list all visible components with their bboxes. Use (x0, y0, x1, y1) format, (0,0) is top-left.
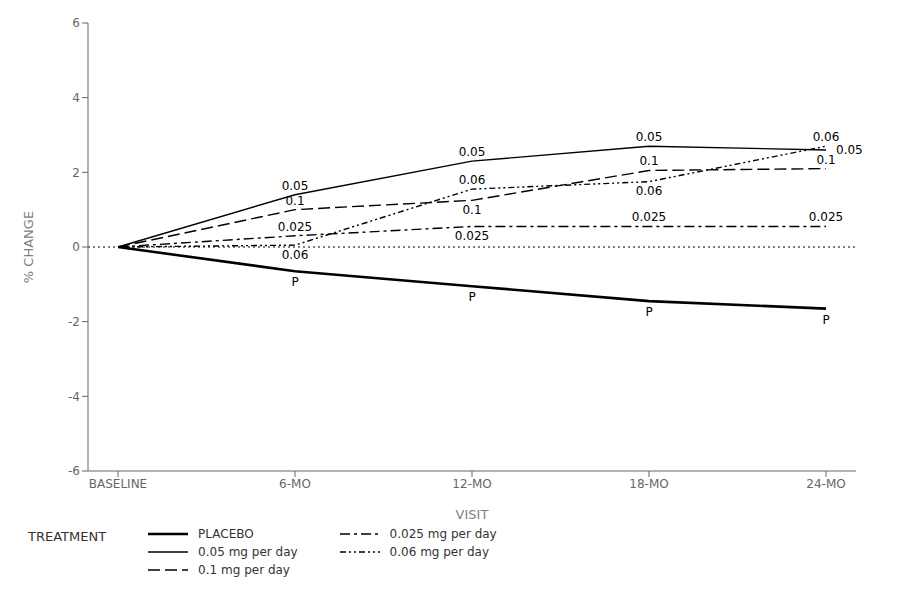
svg-text:0.025: 0.025 (809, 210, 843, 224)
svg-text:0.05: 0.05 (282, 179, 309, 193)
svg-text:0.1: 0.1 (639, 154, 658, 168)
html-text:0.025 mg per day: 0.025 mg per day (389, 527, 497, 541)
svg-text:0.06: 0.06 (282, 248, 309, 262)
html-text:0.06 mg per day: 0.06 mg per day (389, 545, 490, 559)
svg-text:0.025: 0.025 (632, 210, 666, 224)
html-text:0.1 mg per day: 0.1 mg per day (198, 563, 290, 577)
svg-text:6: 6 (72, 16, 80, 30)
svg-text:0.06: 0.06 (813, 130, 840, 144)
svg-text:P: P (291, 275, 298, 289)
svg-text:P: P (645, 305, 652, 319)
svg-text:0.05: 0.05 (836, 143, 863, 157)
svg-text:0.1: 0.1 (462, 203, 481, 217)
svg-text:P: P (822, 313, 829, 327)
svg-text:BASELINE: BASELINE (89, 477, 147, 491)
svg-text:0.025: 0.025 (455, 229, 489, 243)
svg-text:0.1: 0.1 (285, 194, 304, 208)
svg-text:-2: -2 (68, 315, 80, 329)
svg-text:0.05: 0.05 (636, 130, 663, 144)
svg-text:0.1: 0.1 (816, 153, 835, 167)
svg-text:P: P (468, 290, 475, 304)
svg-text:2: 2 (72, 166, 80, 180)
svg-text:-4: -4 (68, 390, 80, 404)
svg-text:0.025: 0.025 (278, 220, 312, 234)
svg-text:12-MO: 12-MO (452, 477, 491, 491)
svg-text:% CHANGE: % CHANGE (21, 211, 36, 283)
svg-text:0.06: 0.06 (636, 184, 663, 198)
html-text:PLACEBO: PLACEBO (198, 527, 254, 541)
svg-text:0.05: 0.05 (459, 145, 486, 159)
svg-text:-6: -6 (68, 464, 80, 478)
html-text:TREATMENT: TREATMENT (28, 529, 107, 544)
svg-text:VISIT: VISIT (456, 507, 489, 522)
svg-text:4: 4 (72, 91, 80, 105)
svg-text:0.06: 0.06 (459, 173, 486, 187)
html-text:0.05 mg per day: 0.05 mg per day (198, 545, 298, 559)
svg-text:0: 0 (72, 240, 80, 254)
svg-text:18-MO: 18-MO (629, 477, 668, 491)
svg-text:6-MO: 6-MO (279, 477, 311, 491)
svg-text:24-MO: 24-MO (806, 477, 845, 491)
